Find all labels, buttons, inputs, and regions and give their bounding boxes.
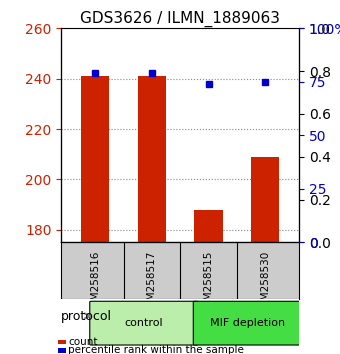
Text: MIF depletion: MIF depletion (210, 318, 285, 328)
Text: GSM258516: GSM258516 (90, 251, 100, 314)
Text: GSM258530: GSM258530 (260, 251, 270, 314)
Text: control: control (124, 318, 163, 328)
Text: GSM258517: GSM258517 (147, 251, 157, 314)
Text: count: count (68, 337, 98, 347)
FancyBboxPatch shape (193, 301, 302, 345)
Text: percentile rank within the sample: percentile rank within the sample (68, 346, 244, 354)
FancyBboxPatch shape (90, 301, 198, 345)
Bar (194, 210, 223, 242)
Bar (251, 157, 279, 242)
Bar (81, 76, 109, 242)
Text: protocol: protocol (61, 309, 112, 322)
Bar (138, 76, 166, 242)
Text: GSM258515: GSM258515 (204, 251, 214, 314)
Title: GDS3626 / ILMN_1889063: GDS3626 / ILMN_1889063 (80, 11, 280, 27)
